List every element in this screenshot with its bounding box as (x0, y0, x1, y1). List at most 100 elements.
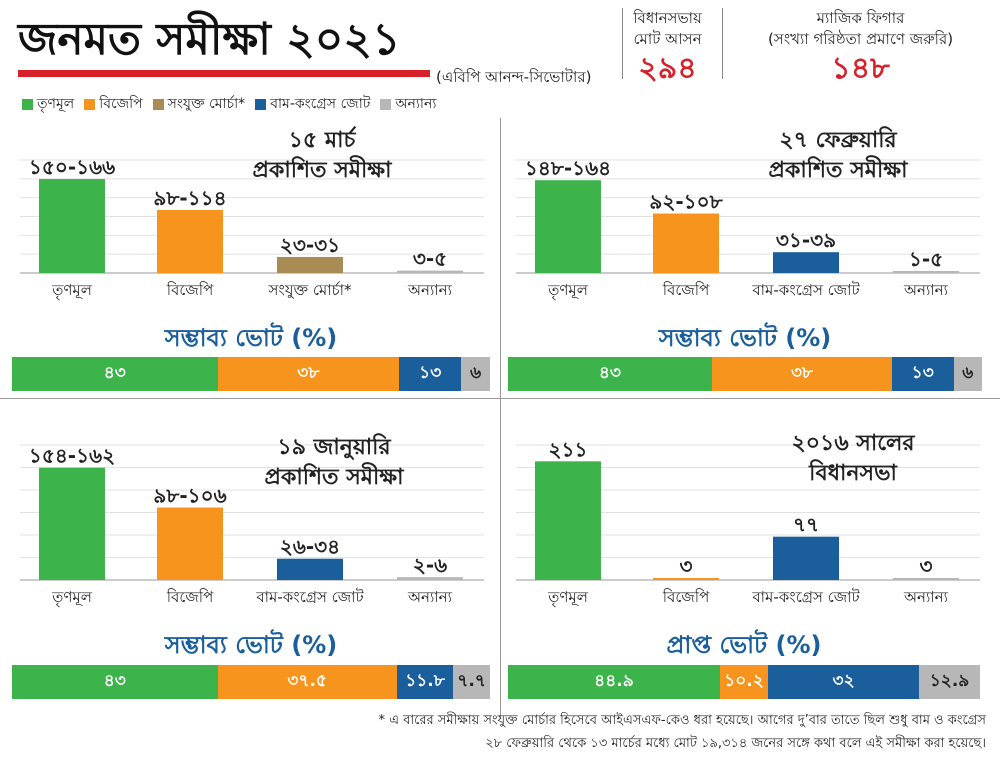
vertical-divider (500, 118, 501, 718)
magic-figure-label-1: ম্যাজিক ফিগার (816, 9, 905, 27)
vote-share-bar: ৪৪.৯ ১০.২ ৩২ ১২.৯ (508, 665, 980, 699)
vote-share-segment: ৬ (953, 357, 982, 391)
legend-item: অন্যান্য (380, 92, 436, 116)
data-label: ২১১ (549, 437, 588, 461)
bar (893, 271, 959, 273)
vote-share-segment: ৩৭.৫ (217, 665, 397, 699)
category-label: তৃণমূল (51, 281, 93, 300)
magic-figure-label-2: (সংখ্যা গরিষ্ঠতা প্রমাণে জরুরি) (767, 30, 954, 48)
bar (277, 558, 343, 580)
bar (773, 252, 839, 273)
data-label: ৯২-১০৮ (649, 190, 723, 214)
footnote-1: * এ বারের সমীক্ষায় সংযুক্ত মোর্চার হিসে… (378, 713, 986, 728)
category-label: তৃণমূল (547, 588, 589, 607)
category-label: বিজেপি (662, 588, 710, 606)
bar (39, 179, 105, 273)
category-label: অন্যান্য (903, 588, 949, 606)
data-label: ১-৫ (909, 247, 943, 271)
footnote-2: ২৮ ফেব্রুয়ারি থেকে ১৩ মার্চের মধ্যে মোট… (485, 736, 986, 751)
legend: তৃণমূল বিজেপি সংযুক্ত মোর্চা* বাম-কংগ্রেস জ… (22, 92, 436, 116)
legend-item: বাম-কংগ্রেস জোট (255, 92, 370, 116)
data-label: ১৪৮-১৬৪ (525, 156, 611, 180)
total-seats-label-2: মোট আসন (633, 30, 702, 48)
legend-swatch (380, 98, 392, 110)
bar (653, 213, 719, 273)
total-seats-label-1: বিধানসভায় (633, 9, 702, 27)
panel-jan-19: ১৫৪-১৬২ তৃণমূল ৯৮-১০৬ বিজেপি ২৬-৩৪ বাম-কংগ্রে… (12, 405, 492, 705)
chart-title-line-2: বিধানসভা (809, 461, 897, 486)
data-label: ৭৭ (793, 513, 819, 537)
data-label: ২-৬ (413, 553, 447, 577)
vote-share-segment: ৩২ (768, 665, 920, 699)
legend-swatch (152, 98, 164, 110)
bar (39, 467, 105, 580)
bar (653, 578, 719, 580)
bar (773, 536, 839, 580)
page-title: জনমত সমীক্ষা ২০২১ (18, 14, 401, 65)
category-label: তৃণমূল (547, 281, 589, 300)
source-label: (এবিপি আনন্দ-সিভোটার) (436, 68, 592, 86)
bar (157, 209, 223, 273)
vote-share-bar: ৪৩ ৩৮ ১৩ ৬ (12, 357, 490, 391)
category-label: অন্যান্য (407, 588, 453, 606)
legend-label: বিজেপি (99, 96, 143, 112)
vote-share-segment: ৪৩ (12, 665, 218, 699)
vote-share-segment: ১২.৯ (919, 665, 980, 699)
data-label: ২৬-৩৪ (280, 535, 340, 559)
magic-figure-value: ১৪৮ (831, 51, 890, 86)
category-label: বিজেপি (166, 588, 214, 606)
chart-title-line-2: প্রকাশিত সমীক্ষা (252, 158, 392, 183)
data-label: ৩ (679, 554, 692, 578)
total-seats-box: বিধানসভায় মোট আসন ২৯৪ (622, 8, 712, 86)
vote-share-segment: ৪৩ (508, 357, 712, 391)
total-seats-value: ২৯৪ (638, 51, 697, 86)
bar-chart: ১৫৪-১৬২ তৃণমূল ৯৮-১০৬ বিজেপি ২৬-৩৪ বাম-কংগ্রে… (20, 444, 484, 607)
category-label: বাম-কংগ্রেস জোট (751, 588, 860, 606)
vote-share-bar: ৪৩ ৩৮ ১৩ ৬ (508, 357, 982, 391)
legend-label: বাম-কংগ্রেস জোট (270, 96, 371, 112)
bar (397, 577, 463, 580)
vote-share-segment: ১৩ (399, 357, 462, 391)
data-label: ৯৮-১০৬ (153, 484, 226, 508)
data-label: ৩ (919, 554, 932, 578)
legend-item: সংযুক্ত মোর্চা* (152, 92, 246, 116)
bar (277, 256, 343, 273)
bar (535, 180, 601, 273)
chart-title-line-1: ২০১৬ সালের (791, 431, 915, 456)
legend-item: বিজেপি (84, 92, 143, 116)
data-label: ১৫০-১৬৬ (29, 155, 115, 179)
chart-title-line-2: প্রকাশিত সমীক্ষা (264, 465, 404, 490)
title-underline (18, 70, 430, 77)
legend-label: সংযুক্ত মোর্চা* (167, 96, 246, 112)
bar-chart: ১৫০-১৬৬ তৃণমূল ৯৮-১১৪ বিজেপি ২৩-৩১ সংযুক্ত মো… (20, 155, 484, 300)
bar-chart: ১৪৮-১৬৪ তৃণমূল ৯২-১০৮ বিজেপি ৩১-৩৯ বাম-কংগ্রে… (516, 156, 980, 300)
chart-title-line-1: ১৯ জানুয়ারি (277, 435, 391, 460)
category-label: বিজেপি (166, 281, 214, 299)
category-label: বাম-কংগ্রেস জোট (255, 588, 364, 606)
vote-share-bar: ৪৩ ৩৭.৫ ১১.৮ ৭.৭ (12, 665, 490, 699)
bar (397, 270, 463, 273)
vote-share-title: সম্ভাব্য ভোট (%) (658, 324, 832, 352)
bar (535, 461, 601, 580)
vote-share-title: সম্ভাব্য ভোট (%) (164, 631, 338, 659)
chart-title: ২০১৬ সালের বিধানসভা (753, 429, 953, 489)
vote-share-segment: ৩৮ (711, 357, 892, 391)
panel-march-15: ১৫০-১৬৬ তৃণমূল ৯৮-১১৪ বিজেপি ২৩-৩১ সংযুক্ত মো… (12, 120, 492, 395)
data-label: ১৫৪-১৬২ (29, 444, 115, 468)
vote-share-segment: ৪৩ (12, 357, 218, 391)
category-label: অন্যান্য (407, 281, 453, 299)
vote-share-segment: ১০.২ (719, 665, 769, 699)
vote-share-segment: ৭.৭ (453, 665, 490, 699)
vote-share-segment: ১১.৮ (396, 665, 454, 699)
chart-title-line-1: ১৫ মার্চ (288, 128, 356, 153)
bar (157, 507, 223, 580)
vote-share-segment: ৬ (461, 357, 490, 391)
panel-2016-assembly: ২১১ তৃণমূল ৩ বিজেপি ৭৭ বাম-কংগ্রেস জোট ৩ অন্যান… (508, 405, 988, 705)
category-label: সংযুক্ত মোর্চা* (267, 281, 352, 299)
legend-label: তৃণমূল (37, 96, 75, 112)
chart-title: ২৭ ফেব্রুয়ারি প্রকাশিত সমীক্ষা (738, 126, 938, 186)
chart-title: ১৯ জানুয়ারি প্রকাশিত সমীক্ষা (234, 433, 434, 493)
legend-item: তৃণমূল (22, 92, 74, 116)
vote-share-segment: ৩৮ (217, 357, 400, 391)
category-label: তৃণমূল (51, 588, 93, 607)
